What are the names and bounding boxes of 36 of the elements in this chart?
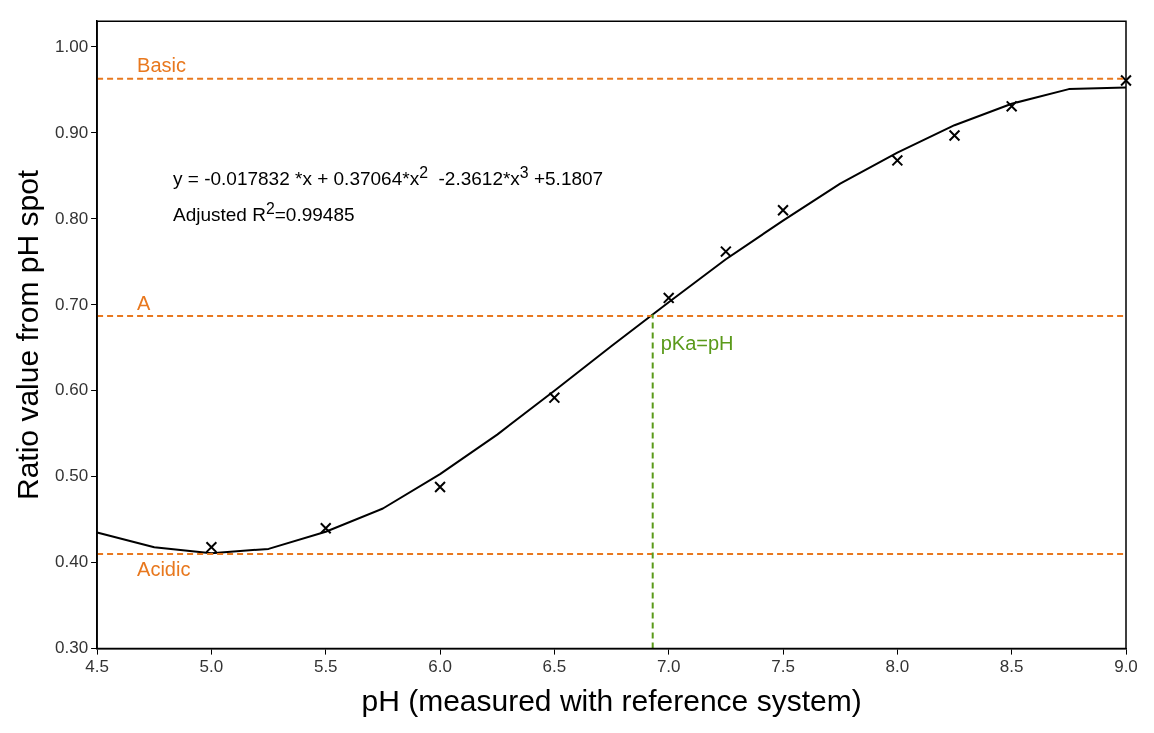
point	[719, 245, 732, 258]
point	[319, 522, 332, 535]
x-tick-label: 7.5	[771, 657, 795, 677]
point	[948, 129, 961, 142]
x-axis-title: pH (measured with reference system)	[361, 684, 862, 718]
annotation: Adjusted R$^{2}$=0.99485	[173, 199, 356, 228]
ref-line-label: Acidic	[137, 557, 191, 580]
ref-line-label: Basic	[137, 54, 186, 77]
y-tick-label: 0.90	[54, 122, 89, 142]
x-tick-label: 8.5	[999, 657, 1024, 677]
ref-line-label: pKa=pH	[660, 332, 734, 355]
x-tick-label: 4.5	[85, 657, 109, 677]
x-tick-label: 6.5	[542, 657, 567, 677]
x-tick-label: 6.0	[428, 657, 452, 677]
x-tick-label: 7.0	[656, 657, 681, 677]
y-tick-label: 0.40	[54, 552, 89, 572]
point	[891, 154, 904, 167]
x-tick-label: 9.0	[1114, 657, 1138, 677]
point	[777, 204, 789, 217]
point	[548, 391, 561, 404]
point	[1005, 100, 1018, 113]
y-tick-label: 0.50	[54, 466, 89, 486]
ref-line-label: A	[137, 291, 152, 314]
point	[1120, 74, 1132, 87]
x-tick-label: 8.0	[885, 657, 910, 677]
y-axis-title: Ratio value from pH spot	[11, 169, 45, 500]
y-tick-label: 0.30	[54, 638, 89, 658]
annotation: y = -0.017832 *x + 0.37064*x$^{2}$ -2.3612*x$^{3}$ +5.1807	[173, 163, 604, 192]
point	[662, 291, 675, 304]
point	[434, 481, 447, 493]
y-tick-label: 0.70	[54, 294, 89, 314]
y-tick-label: 1.00	[54, 36, 89, 56]
x-tick-label: 5.5	[313, 657, 338, 677]
x-tick-label: 5.0	[199, 657, 224, 677]
y-tick-label: 0.60	[54, 380, 89, 400]
y-tick-label: 0.80	[54, 208, 89, 228]
